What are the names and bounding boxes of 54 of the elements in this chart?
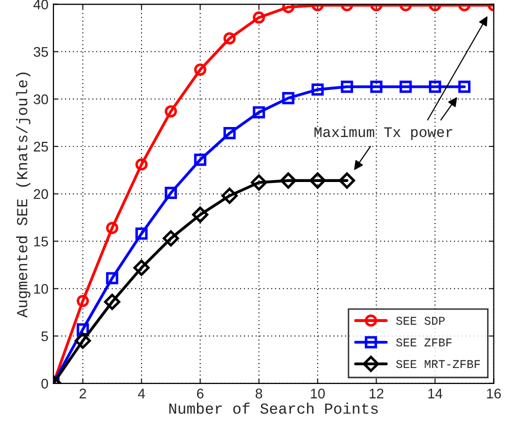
point xyxy=(135,228,148,240)
y-tick-label: 35 xyxy=(34,46,48,57)
point xyxy=(74,332,91,349)
point xyxy=(135,158,148,171)
point xyxy=(252,11,266,24)
point xyxy=(458,80,470,93)
point xyxy=(309,172,326,189)
x-tick-label: 2 xyxy=(80,388,86,398)
point xyxy=(106,222,118,234)
point xyxy=(133,260,150,276)
point xyxy=(194,154,206,166)
y-tick-label: 0 xyxy=(41,378,48,389)
x-tick-label: 4 xyxy=(138,388,145,398)
point xyxy=(223,127,236,140)
point xyxy=(76,294,89,308)
legend-label: SEE SDP xyxy=(396,316,445,325)
y-tick-label: 30 xyxy=(34,94,48,104)
point xyxy=(106,272,118,284)
x-tick-label: 10 xyxy=(310,388,325,398)
point xyxy=(194,64,206,76)
point xyxy=(280,172,296,189)
y-tick-label: 40 xyxy=(33,0,48,10)
point xyxy=(400,80,412,93)
x-tick-label: 8 xyxy=(256,388,262,398)
point xyxy=(223,32,236,44)
point xyxy=(370,80,382,93)
x-tick-label: 12 xyxy=(370,388,384,398)
point xyxy=(221,188,238,204)
legend-label: SEE MRT-ZFBF xyxy=(396,360,480,368)
point xyxy=(252,106,266,118)
point xyxy=(104,294,120,310)
legend-label: SEE ZFBF xyxy=(396,338,452,346)
point xyxy=(312,83,324,96)
x-tick-label: 14 xyxy=(428,388,442,398)
point xyxy=(282,92,294,104)
point xyxy=(338,172,356,189)
y-tick-label: 10 xyxy=(34,284,48,294)
y-tick-label: 20 xyxy=(34,189,48,199)
y-tick-label: 25 xyxy=(34,142,48,152)
point xyxy=(282,4,294,14)
point xyxy=(192,206,208,223)
point xyxy=(162,230,179,247)
point xyxy=(164,105,177,118)
annotation: Maximum Tx power xyxy=(314,126,452,140)
point xyxy=(250,174,268,191)
point xyxy=(164,186,177,199)
y-tick-label: 15 xyxy=(34,236,48,246)
point xyxy=(428,80,442,93)
x-axis-title: Number of Search Points xyxy=(169,402,378,414)
point xyxy=(340,80,354,93)
x-tick-label: 16 xyxy=(487,388,501,398)
y-axis-title: Augmented SEE (Knats/joule) xyxy=(16,72,30,318)
y-tick-label: 5 xyxy=(41,331,48,342)
x-tick-label: 6 xyxy=(197,388,204,398)
